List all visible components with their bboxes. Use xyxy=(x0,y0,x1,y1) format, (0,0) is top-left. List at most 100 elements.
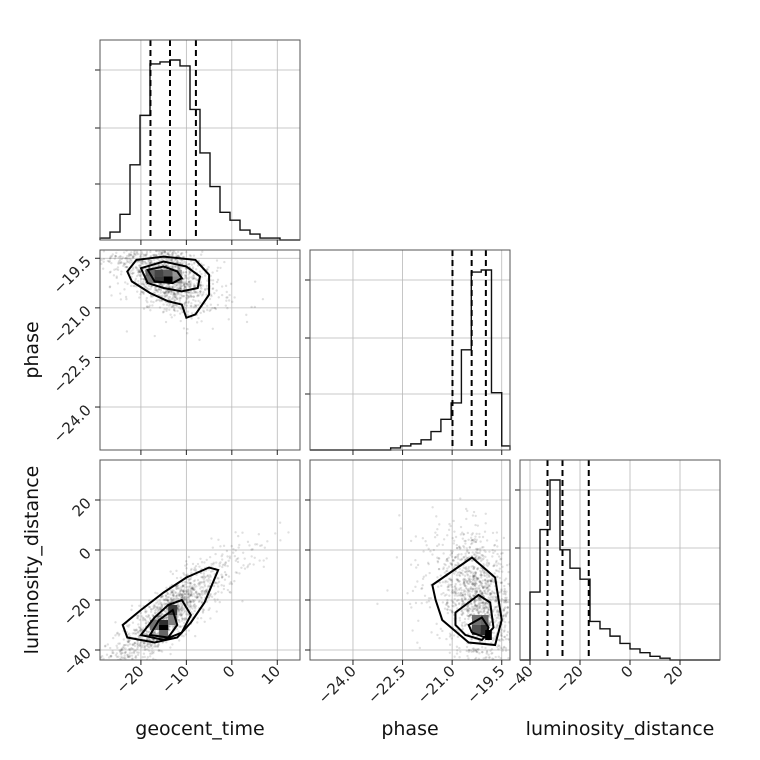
sample-point xyxy=(207,576,211,579)
sample-point xyxy=(138,635,141,638)
sample-point xyxy=(479,566,483,570)
sample-point xyxy=(132,628,136,632)
sample-point xyxy=(262,565,266,569)
sample-point xyxy=(159,299,162,303)
sample-point xyxy=(129,259,132,262)
sample-point xyxy=(107,656,111,659)
sample-point xyxy=(88,667,90,669)
sample-point xyxy=(502,638,505,642)
sample-point xyxy=(169,241,171,243)
sample-point xyxy=(193,603,196,606)
sample-point xyxy=(209,617,212,620)
sample-point xyxy=(187,555,191,559)
sample-point xyxy=(210,562,213,566)
sample-point xyxy=(188,276,191,279)
sample-point xyxy=(458,545,461,549)
sample-point xyxy=(179,287,183,291)
sample-point xyxy=(491,657,494,660)
sample-point xyxy=(410,606,413,609)
sample-point xyxy=(196,596,200,599)
sample-point xyxy=(169,313,172,316)
sample-point xyxy=(194,290,197,294)
sample-point xyxy=(154,611,157,614)
sample-point xyxy=(199,290,202,293)
sample-point xyxy=(420,587,424,590)
sample-point xyxy=(456,554,459,557)
sample-point xyxy=(480,608,484,611)
sample-point xyxy=(479,559,483,563)
sample-point xyxy=(494,614,497,617)
sample-point xyxy=(469,580,472,584)
sample-point xyxy=(177,592,180,595)
sample-point xyxy=(145,261,148,265)
sample-point xyxy=(184,261,188,264)
sample-point xyxy=(183,592,186,596)
sample-point xyxy=(453,655,456,658)
sample-point xyxy=(157,616,161,619)
sample-point xyxy=(133,642,136,645)
sample-point xyxy=(422,575,426,578)
sample-point xyxy=(174,284,178,287)
sample-point xyxy=(163,602,166,605)
sample-point xyxy=(119,648,123,652)
sample-point xyxy=(179,262,182,265)
sample-point xyxy=(156,600,159,604)
sample-point xyxy=(182,589,185,593)
sample-point xyxy=(234,571,238,574)
sample-point xyxy=(200,294,204,297)
sample-point xyxy=(178,284,181,287)
sample-point xyxy=(198,581,202,584)
sample-point xyxy=(114,255,117,258)
sample-point xyxy=(500,588,503,591)
sample-point xyxy=(466,654,469,658)
sample-point xyxy=(164,291,167,295)
sample-point xyxy=(210,294,213,298)
sample-point xyxy=(511,612,513,614)
sample-point xyxy=(166,252,169,256)
sample-point xyxy=(186,284,190,287)
sample-point xyxy=(457,563,461,566)
sample-point xyxy=(139,628,142,632)
sample-point xyxy=(466,589,470,593)
sample-point xyxy=(475,576,479,580)
sample-point xyxy=(475,549,479,552)
sample-point xyxy=(447,605,450,608)
sample-point xyxy=(503,635,506,639)
sample-point xyxy=(502,663,504,665)
sample-point xyxy=(474,604,477,608)
sample-point xyxy=(182,284,186,287)
sample-point xyxy=(191,612,195,616)
sample-point xyxy=(486,589,490,592)
sample-point xyxy=(179,296,183,300)
sample-point xyxy=(120,662,122,664)
sample-point xyxy=(233,554,237,558)
sample-point xyxy=(177,639,181,642)
sample-point xyxy=(177,610,181,613)
sample-point xyxy=(149,643,152,647)
sample-point xyxy=(186,332,189,335)
sample-point xyxy=(417,619,420,623)
sample-point xyxy=(199,593,202,597)
density-cell xyxy=(154,276,164,284)
sample-point xyxy=(187,593,190,596)
sample-point xyxy=(181,584,185,587)
sample-point xyxy=(467,567,470,571)
sample-point xyxy=(119,652,123,656)
sample-point xyxy=(125,246,127,248)
sample-point xyxy=(123,247,125,249)
sample-point xyxy=(171,266,174,269)
sample-point xyxy=(139,627,143,631)
sample-point xyxy=(96,657,98,659)
sample-point xyxy=(496,623,499,627)
sample-point xyxy=(500,634,504,638)
sample-point xyxy=(138,264,141,267)
sample-point xyxy=(109,256,112,260)
sample-point xyxy=(140,262,144,266)
sample-point xyxy=(505,596,508,599)
sample-point xyxy=(451,550,454,553)
sample-point xyxy=(120,656,123,660)
sample-point xyxy=(172,292,176,295)
density-cell xyxy=(154,269,164,277)
sample-point xyxy=(137,636,141,639)
sample-point xyxy=(153,604,156,608)
